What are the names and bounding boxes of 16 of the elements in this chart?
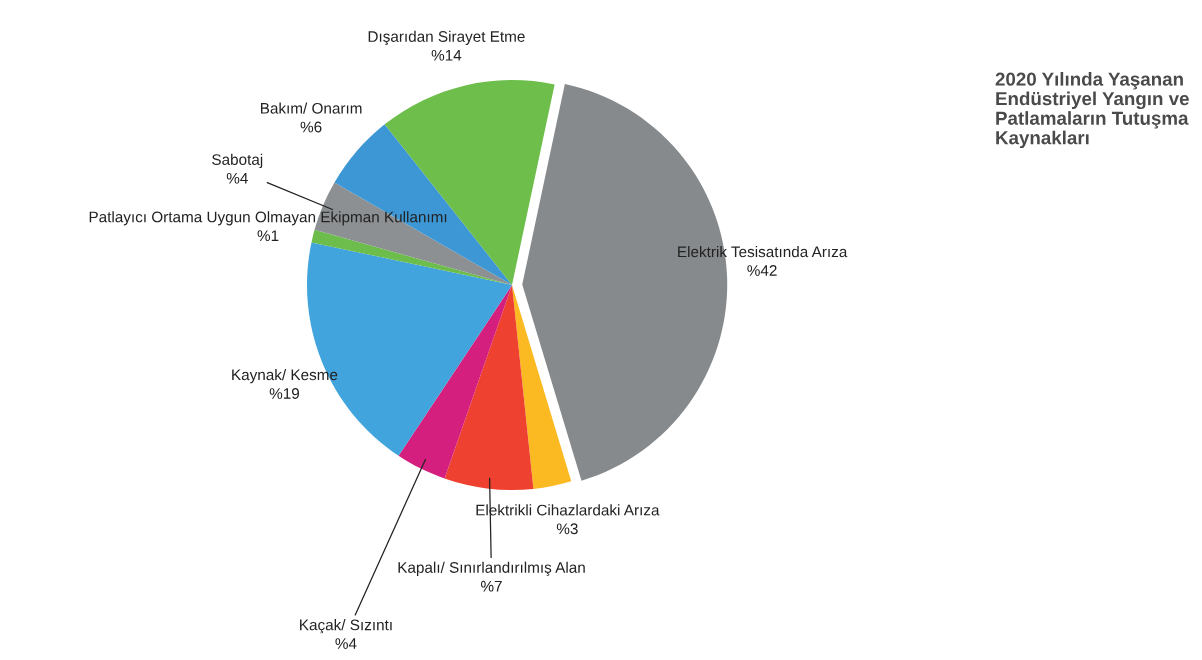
data-label: %7 bbox=[481, 580, 502, 592]
data-label: %3 bbox=[556, 523, 578, 535]
data-label: %19 bbox=[269, 388, 300, 399]
slice-label: Sabotaj bbox=[212, 153, 263, 168]
data-label: %1 bbox=[257, 230, 279, 241]
data-label: %14 bbox=[431, 49, 462, 61]
slice-label: Dışarıdan Sirayet Etme bbox=[368, 30, 525, 46]
slice-label: Kapalı/ Sınırlandırılmış Alan bbox=[398, 561, 585, 576]
data-label: %42 bbox=[747, 265, 777, 276]
slice-label: Bakım/ Onarım bbox=[260, 102, 362, 114]
data-label: %4 bbox=[226, 172, 248, 184]
data-label: %4 bbox=[335, 638, 357, 649]
slice-label: Kaçak/ Sızıntı bbox=[300, 619, 392, 634]
data-label: %6 bbox=[300, 121, 322, 133]
slice-label: Patlayıcı Ortama Uygun Olmayan Ekipman Kullanımı bbox=[89, 211, 447, 226]
text: 2020 Yılında Yaşanan Endüstriyel Yangın ve Patlamaların Tutuşma Kaynakları bbox=[995, 72, 1189, 149]
